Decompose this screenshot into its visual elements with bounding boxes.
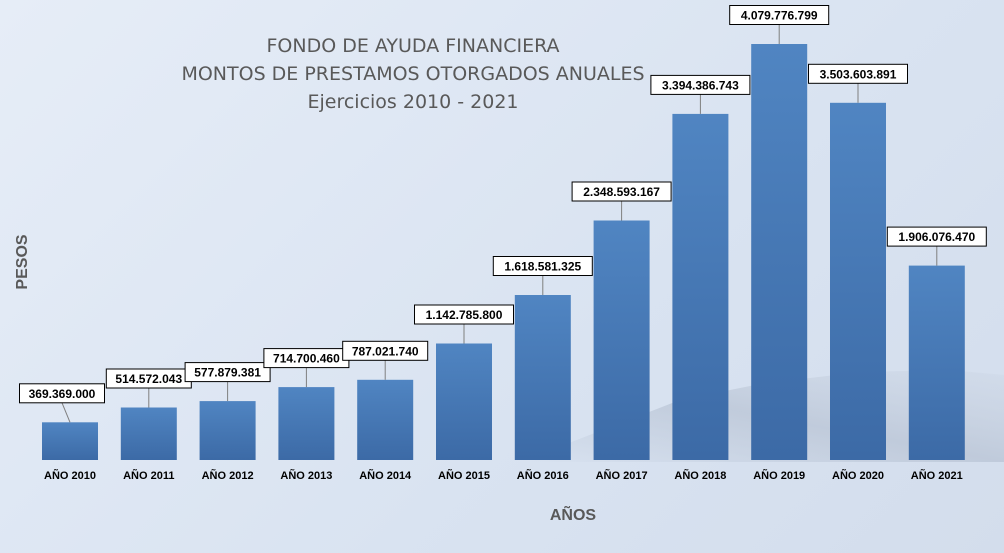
label-leader-lines [61,24,938,423]
x-tick-label-9: AÑO 2019 [753,469,805,482]
data-label-box-2 [184,362,271,383]
bar-0 [42,422,98,460]
leader-line-0 [61,402,71,423]
x-tick-label-11: AÑO 2021 [911,469,963,482]
x-tick-label-8: AÑO 2018 [674,469,726,482]
x-tick-label-6: AÑO 2016 [517,469,569,482]
data-label-text-3: 714.700.460 [273,352,340,366]
data-label-6: 1.618.581.325 [492,256,593,276]
x-tick-label-5: AÑO 2015 [438,469,490,482]
x-tick-label-3: AÑO 2013 [280,469,332,482]
data-label-text-2: 577.879.381 [194,366,261,380]
data-label-box-6 [492,256,593,276]
data-label-3: 714.700.460 [263,348,350,369]
bar-2 [199,401,256,460]
data-label-text-8: 3.394.386.743 [662,78,739,92]
data-label-text-5: 1.142.785.800 [426,308,503,322]
title-line-1: FONDO DE AYUDA FINANCIERA [266,35,559,57]
x-axis-tick-labels: AÑO 2010 AÑO 2011 AÑO 2012 AÑO 2013 AÑO 2014… [44,469,963,482]
bar-6 [514,295,571,460]
data-label-text-6: 1.618.581.325 [504,260,581,274]
data-label-text-4: 787.021.740 [352,344,419,358]
data-label-9: 4.079.776.799 [729,5,830,25]
x-tick-label-0: AÑO 2010 [44,469,96,482]
chart-title: FONDO DE AYUDA FINANCIERA MONTOS DE PRES… [181,35,644,113]
data-label-0: 369.369.000 [19,383,105,404]
data-label-text-11: 1.906.076.470 [898,230,975,244]
data-label-box-9 [729,5,830,25]
data-label-text-1: 514.572.043 [115,372,182,386]
data-label-box-8 [650,74,751,95]
data-label-2: 577.879.381 [184,362,271,383]
bar-9 [751,44,808,460]
data-label-text-9: 4.079.776.799 [741,9,818,23]
data-label-7: 2.348.593.167 [571,181,672,202]
data-label-text-10: 3.503.603.891 [820,67,897,81]
data-label-text-7: 2.348.593.167 [583,185,660,199]
data-label-5: 1.142.785.800 [414,304,514,325]
bar-3 [278,387,335,460]
data-labels: 369.369.000 514.572.043 577.879.381 714.700… [19,5,987,404]
x-axis-title: AÑOS [550,504,597,524]
x-tick-label-2: AÑO 2012 [202,469,254,482]
bar-11 [908,265,965,460]
data-label-8: 3.394.386.743 [650,74,751,95]
bar-7 [593,220,650,460]
y-axis-title: PESOS [14,234,31,289]
data-label-box-5 [414,304,514,325]
data-label-4: 787.021.740 [342,340,429,361]
data-label-1: 514.572.043 [105,368,192,389]
data-label-text-0: 369.369.000 [29,387,96,401]
data-label-box-11 [886,226,987,247]
data-label-box-0 [19,383,105,404]
bar-5 [436,343,492,460]
title-line-3: Ejercicios 2010 - 2021 [307,91,518,113]
data-label-10: 3.503.603.891 [808,63,908,84]
data-label-box-7 [571,181,672,202]
bar-1 [120,407,177,460]
x-tick-label-10: AÑO 2020 [832,469,884,482]
data-label-box-10 [808,63,908,84]
bars [42,44,965,461]
bar-8 [672,113,729,461]
bar-10 [830,102,886,461]
data-label-box-4 [342,340,429,361]
title-line-2: MONTOS DE PRESTAMOS OTORGADOS ANUALES [181,63,644,85]
bar-4 [357,379,414,460]
x-tick-label-4: AÑO 2014 [359,469,412,482]
x-tick-label-7: AÑO 2017 [596,469,648,482]
data-label-11: 1.906.076.470 [886,226,987,247]
x-tick-label-1: AÑO 2011 [123,469,174,482]
